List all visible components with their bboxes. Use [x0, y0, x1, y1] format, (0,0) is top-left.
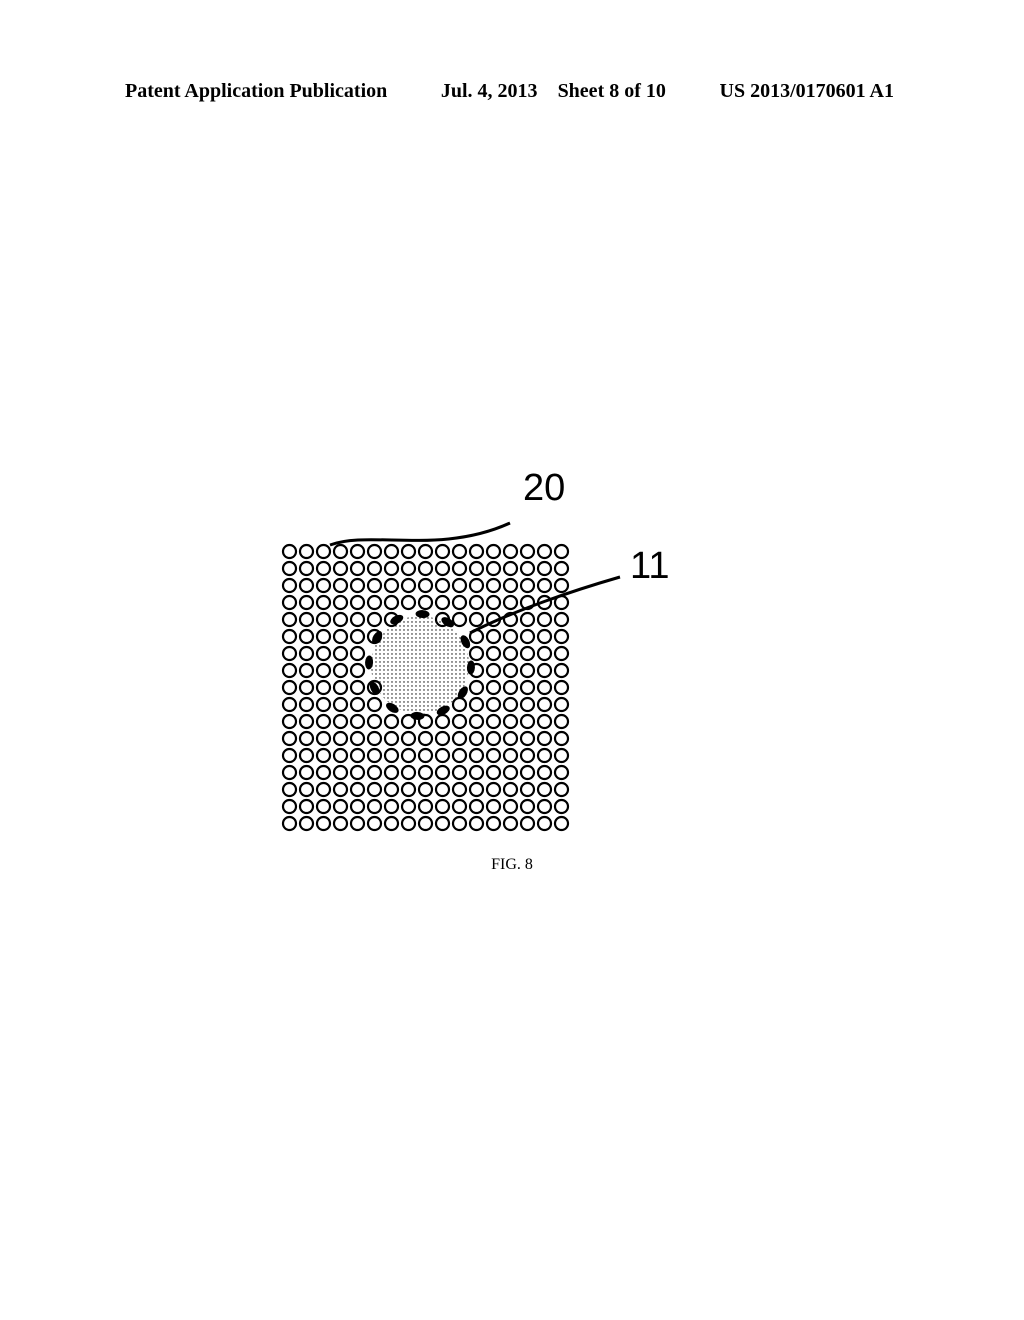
figure-8-diagram	[275, 485, 745, 905]
header-pubno: US 2013/0170601 A1	[720, 80, 1024, 103]
figure-svg	[275, 485, 745, 905]
header-date: Jul. 4, 2013	[441, 80, 538, 102]
header-publication: Patent Application Publication	[0, 80, 387, 103]
page-header: Patent Application Publication Jul. 4, 2…	[0, 80, 1024, 103]
figure-label: FIG. 8	[0, 856, 1024, 874]
header-sheet: Sheet 8 of 10	[558, 80, 666, 102]
header-date-sheet: Jul. 4, 2013 Sheet 8 of 10	[441, 80, 666, 103]
